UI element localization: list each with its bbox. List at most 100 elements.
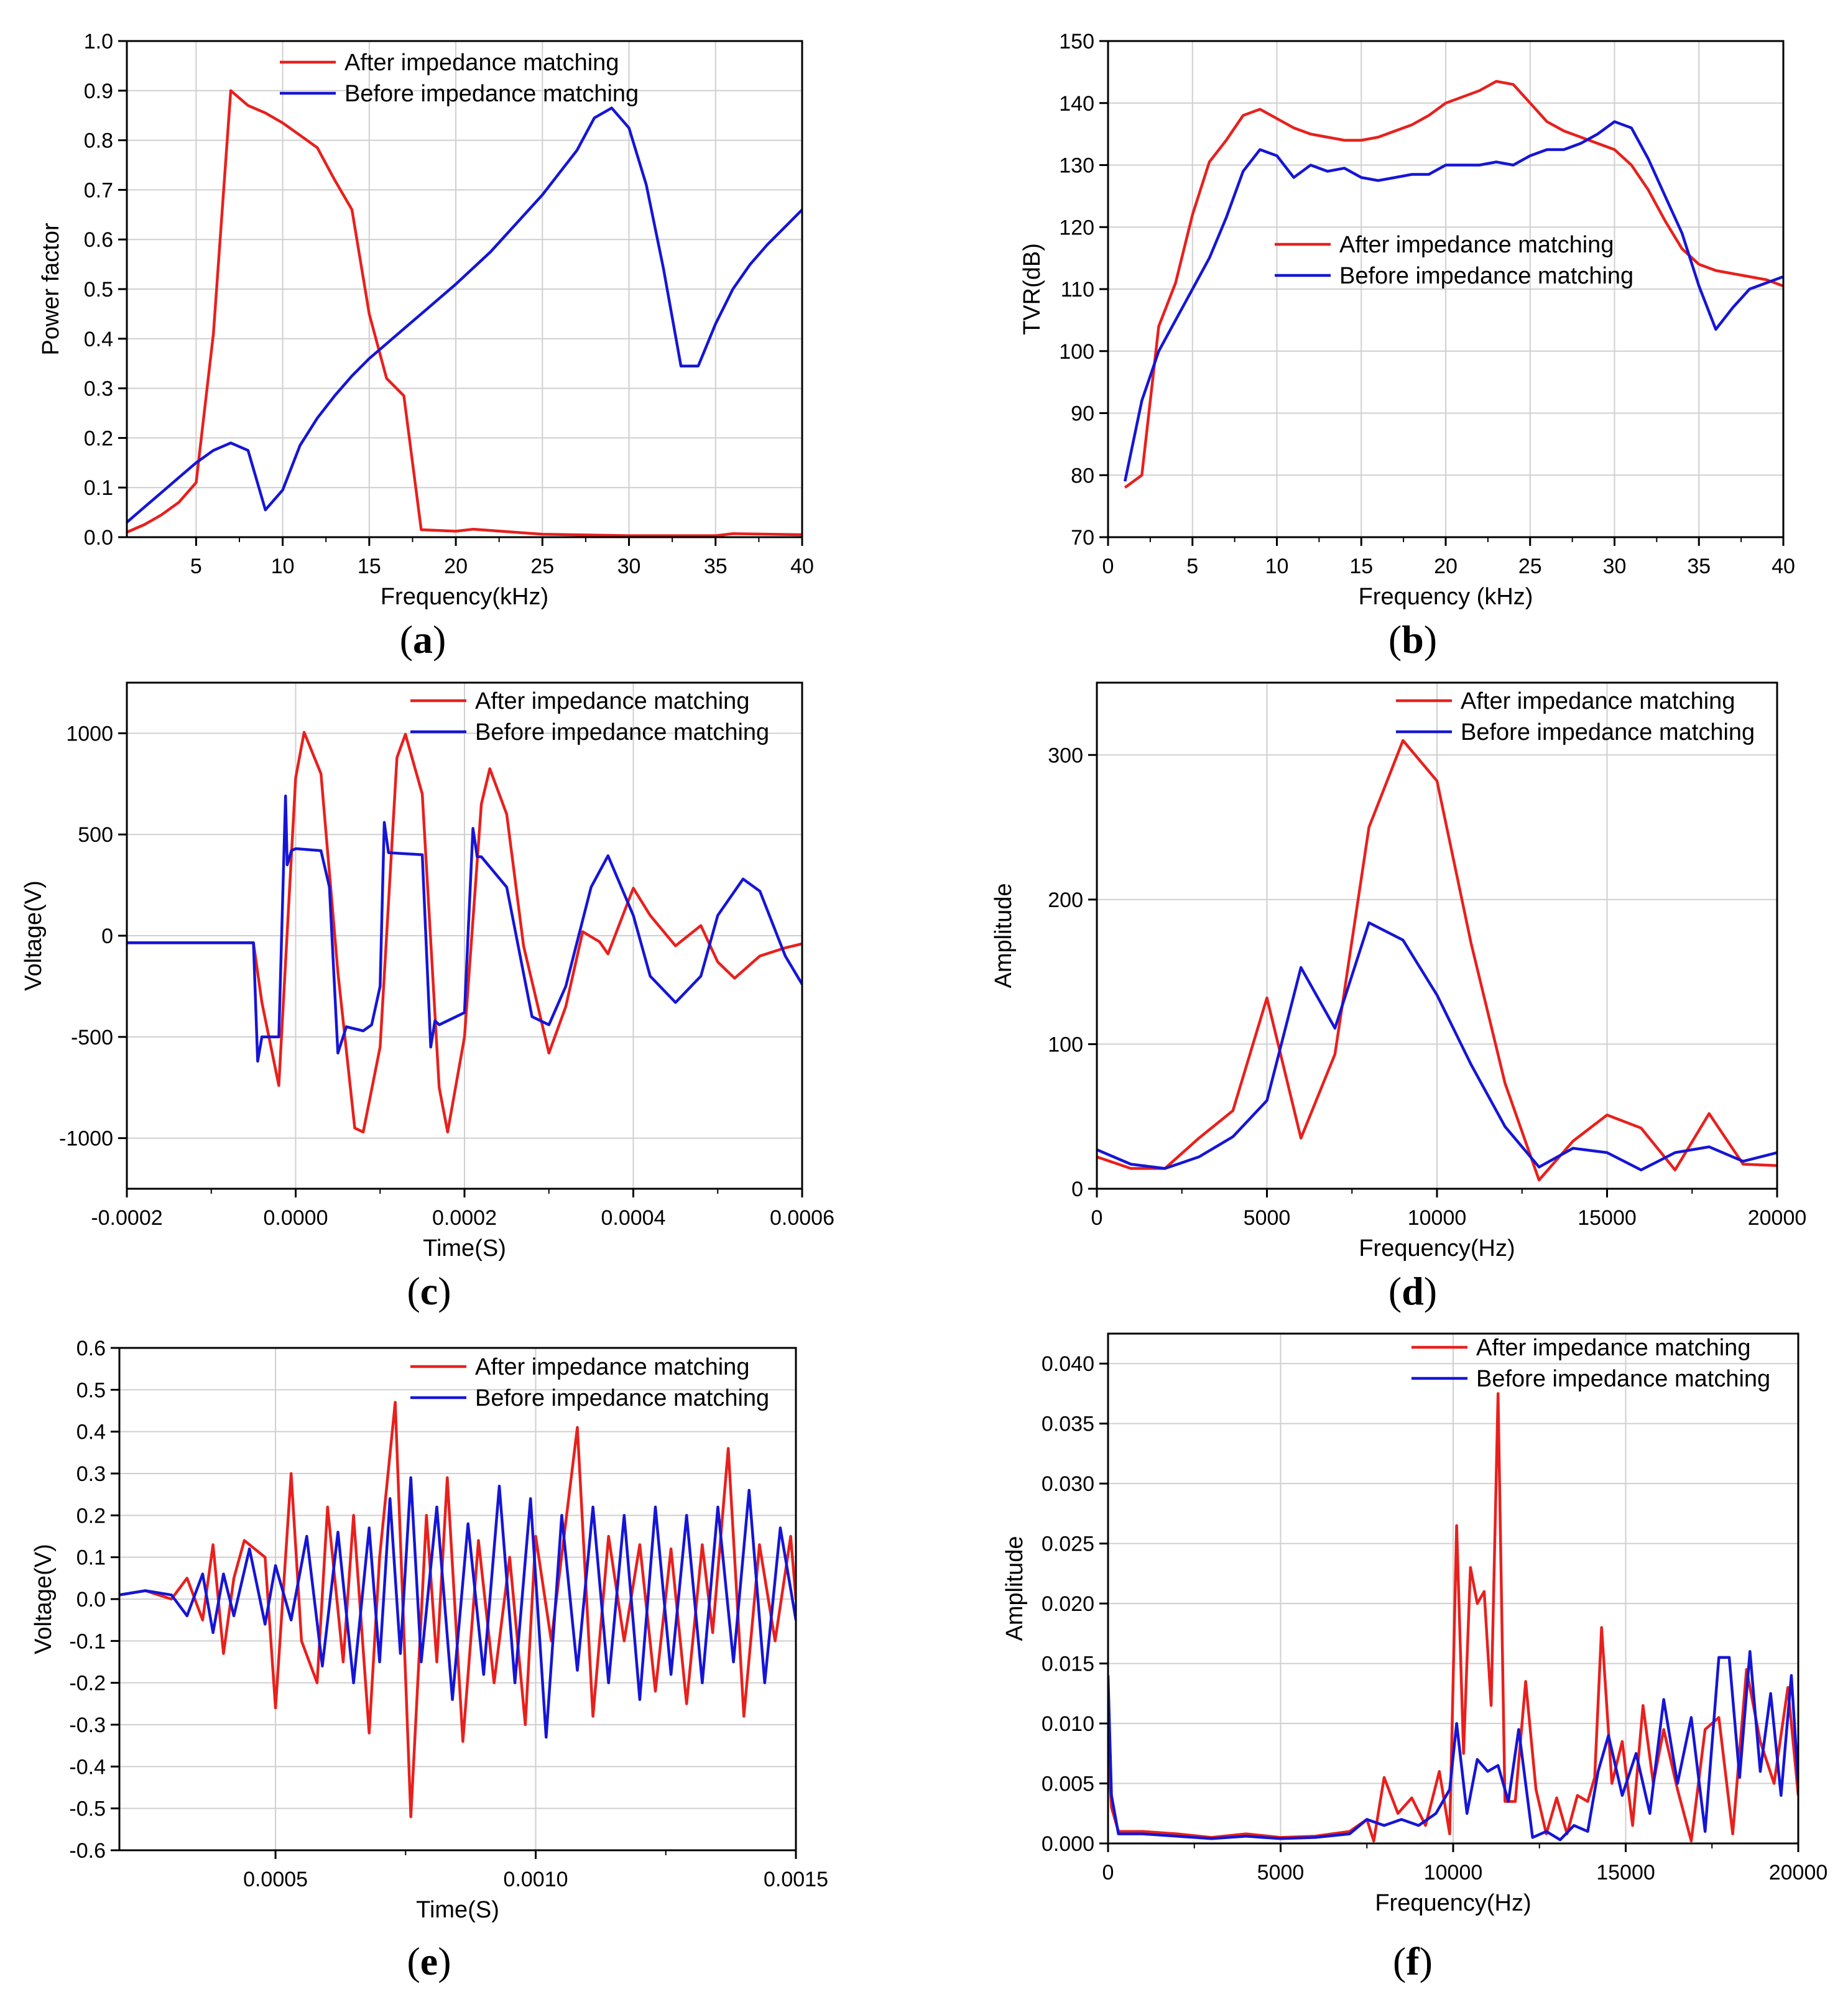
y-tick-label: 200: [1048, 888, 1083, 912]
x-tick-label: 35: [1687, 555, 1711, 578]
x-tick-label: 15: [1349, 555, 1373, 578]
before-matching-line: [1108, 1650, 1798, 1842]
y-tick-label: -0.4: [69, 1755, 106, 1779]
x-tick-label: 5: [190, 555, 202, 578]
x-tick-label: 5000: [1257, 1861, 1305, 1884]
panel-caption: (d): [1388, 1269, 1437, 1313]
y-tick-label: 0.015: [1042, 1653, 1094, 1676]
before-matching-line: [127, 106, 802, 523]
y-tick-label: 140: [1059, 92, 1094, 116]
y-tick-label: -0.5: [69, 1797, 106, 1821]
y-tick-label: 0.030: [1042, 1472, 1094, 1496]
before-matching-line: [1123, 120, 1783, 482]
panel-caption: (e): [407, 1939, 451, 1983]
x-tick-label: 0: [1102, 555, 1114, 578]
x-tick-label: 15: [358, 555, 381, 578]
after-matching-line: [127, 89, 802, 537]
y-tick-label: 300: [1048, 744, 1083, 767]
y-tick-label: 0.8: [84, 129, 113, 153]
y-tick-label: 0.3: [84, 377, 113, 401]
y-tick-label: 0.0: [84, 526, 113, 550]
legend-label: After impedance matching: [1339, 232, 1614, 258]
x-tick-label: 0.0015: [764, 1868, 828, 1891]
x-axis-label: Frequency(Hz): [1359, 1235, 1515, 1261]
chart-a: 5 10 15 20 25 30 35 40 0.0 0.1 0.2 0.3 0.4 0.5 0.6 0.7 0…: [38, 30, 814, 662]
y-tick-label: 0.1: [84, 476, 113, 500]
y-tick-label: 0.5: [84, 278, 113, 302]
y-tick-label: 0.4: [84, 328, 113, 351]
y-tick-label: 0.0: [76, 1588, 106, 1612]
y-axis-label: Amplitude: [991, 883, 1017, 989]
panel-caption: (c): [407, 1269, 451, 1313]
series-group: [127, 89, 802, 537]
y-axis-label: Amplitude: [1002, 1536, 1028, 1641]
x-tick-label: 15000: [1578, 1206, 1637, 1230]
y-axis-label: TVR(dB): [1019, 243, 1045, 335]
y-tick-label: 0.5: [76, 1378, 106, 1402]
y-tick-label: -0.3: [69, 1713, 106, 1737]
y-tick-label: -500: [71, 1026, 113, 1049]
series-group: [127, 731, 802, 1134]
y-tick-label: 0.3: [76, 1462, 106, 1486]
x-axis-label: Time(S): [423, 1235, 506, 1261]
y-tick-label: 0.040: [1042, 1352, 1094, 1376]
chart-d: 0 5000 10000 15000 20000 0 100 200 300 Frequency(…: [991, 681, 1807, 1313]
chart-f: 0 5000 10000 15000 20000 0.000 0.005 0.010 0.015…: [1002, 1332, 1827, 1983]
legend-label: Before impedance matching: [475, 1385, 769, 1411]
y-tick-label: 90: [1071, 402, 1094, 426]
y-tick-label: 0.020: [1042, 1592, 1094, 1616]
y-tick-label: 130: [1059, 154, 1094, 178]
series-group: [1123, 80, 1783, 489]
x-tick-label: 0.0002: [432, 1206, 497, 1230]
x-tick-label: 0: [1091, 1206, 1103, 1230]
x-tick-label: 0.0005: [243, 1868, 308, 1891]
y-tick-label: 1000: [66, 722, 113, 745]
panel-caption: (b): [1388, 617, 1437, 662]
before-matching-line: [1097, 921, 1777, 1172]
legend-label: After impedance matching: [1461, 688, 1735, 714]
x-tick-label: 0: [1102, 1861, 1114, 1884]
y-tick-label: 80: [1071, 464, 1094, 487]
before-matching-line: [119, 1476, 796, 1739]
y-tick-label: 0.6: [76, 1337, 106, 1360]
after-matching-line: [1124, 80, 1783, 489]
y-axis-label: Voltage(V): [30, 1544, 57, 1654]
before-matching-line: [127, 795, 802, 1063]
y-tick-label: 100: [1059, 340, 1094, 364]
x-tick-label: 10000: [1424, 1861, 1483, 1884]
y-tick-label: 0.4: [76, 1421, 106, 1444]
chart-b: 0 5 10 15 20 25 30 35 40 70 80 90 100 110 120 130 140 150…: [1019, 30, 1795, 662]
x-tick-label: 5000: [1244, 1206, 1291, 1230]
legend-label: Before impedance matching: [1476, 1366, 1770, 1392]
x-tick-label: 0.0006: [770, 1206, 834, 1230]
x-tick-label: 10000: [1408, 1206, 1467, 1230]
y-tick-label: 0.6: [84, 228, 113, 252]
legend-label: Before impedance matching: [344, 81, 639, 107]
after-matching-line: [127, 731, 802, 1134]
x-tick-label: 0.0000: [264, 1206, 328, 1230]
x-axis-label: Frequency (kHz): [1359, 584, 1533, 610]
y-tick-label: 0: [101, 925, 113, 948]
y-tick-label: 0.035: [1042, 1413, 1094, 1436]
y-tick-label: 0.9: [84, 80, 113, 103]
y-tick-label: -0.2: [69, 1672, 106, 1695]
legend-label: After impedance matching: [475, 688, 749, 714]
y-tick-label: 0.2: [76, 1504, 106, 1528]
x-tick-label: 35: [704, 555, 728, 578]
x-tick-label: 40: [790, 555, 814, 578]
x-tick-label: 5: [1186, 555, 1198, 578]
after-matching-line: [1097, 739, 1777, 1182]
y-tick-label: 500: [78, 823, 113, 847]
y-tick-label: 110: [1061, 278, 1094, 302]
y-tick-label: 120: [1059, 216, 1094, 239]
y-tick-label: 70: [1071, 526, 1094, 550]
y-tick-label: 0.7: [84, 178, 113, 202]
chart-c: -0.0002 0.0000 0.0002 0.0004 0.0006 -1000 -500…: [21, 681, 834, 1313]
y-tick-label: 0.025: [1042, 1533, 1094, 1556]
panel-caption: (a): [400, 617, 446, 662]
legend-label: Before impedance matching: [475, 719, 769, 745]
x-tick-label: 20000: [1748, 1206, 1807, 1230]
y-tick-label: 0.000: [1042, 1832, 1094, 1856]
legend-label: After impedance matching: [1476, 1335, 1750, 1361]
